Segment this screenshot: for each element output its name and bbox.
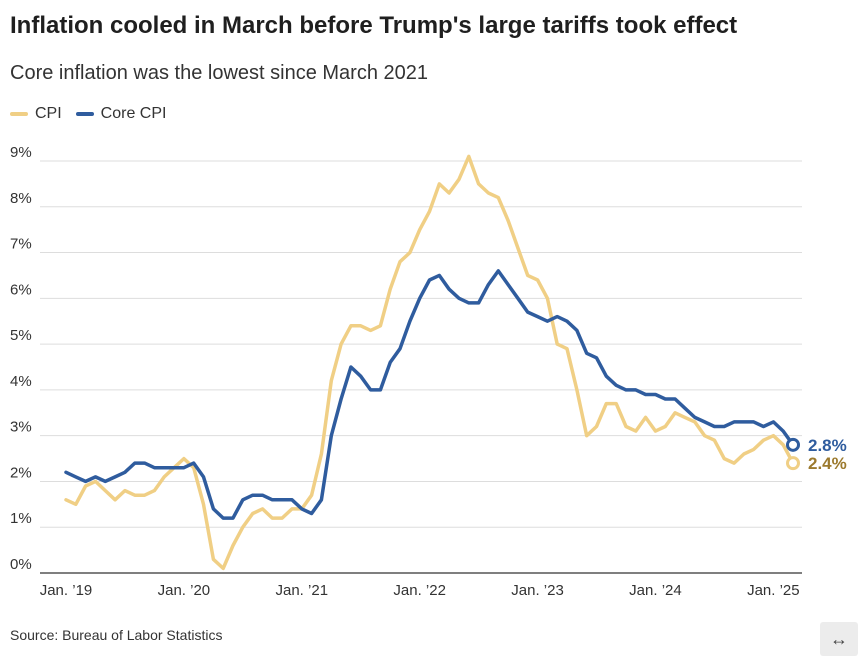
end-label-cpi: 2.4% (808, 454, 847, 473)
legend: CPI Core CPI (10, 105, 180, 123)
series-line-cpi (64, 154, 795, 571)
x-tick-label: Jan. ’21 (276, 582, 329, 599)
legend-swatch-cpi (10, 112, 28, 116)
legend-label-core-cpi: Core CPI (100, 105, 167, 122)
x-tick-label: Jan. ’25 (747, 582, 800, 599)
y-tick-label: 1% (10, 510, 32, 527)
expand-icon[interactable]: ↔ (820, 622, 858, 656)
chart-plot: 0% 1% 2% 3% 4% 5% 6% 7% 8% 9% Jan. ’19 Jan. ’20 Jan.… (10, 144, 847, 599)
end-marker-cpi (786, 456, 800, 471)
x-tick-label: Jan. ’22 (393, 582, 446, 599)
x-tick-label: Jan. ’24 (629, 582, 682, 599)
y-tick-label: 6% (10, 281, 32, 298)
end-marker-core-cpi (786, 437, 800, 452)
y-tick-label: 5% (10, 327, 32, 344)
y-tick-label: 8% (10, 190, 32, 207)
x-tick-label: Jan. ’20 (158, 582, 211, 599)
y-tick-label: 0% (10, 556, 32, 573)
x-tick-label: Jan. ’19 (40, 582, 93, 599)
series-line-core-cpi (64, 269, 795, 520)
legend-item-core-cpi: Core CPI (75, 105, 167, 123)
legend-swatch-core-cpi (75, 112, 94, 116)
legend-item-cpi: CPI (10, 105, 62, 123)
legend-label-cpi: CPI (35, 105, 62, 122)
y-tick-label: 4% (10, 373, 32, 390)
y-tick-label: 3% (10, 419, 32, 436)
chart-title: Inflation cooled in March before Trump's… (10, 12, 738, 39)
chart-subtitle: Core inflation was the lowest since Marc… (10, 62, 428, 84)
end-label-core-cpi: 2.8% (808, 436, 847, 455)
source-note: Source: Bureau of Labor Statistics (10, 627, 223, 643)
y-tick-label: 9% (10, 144, 32, 161)
y-tick-label: 7% (10, 236, 32, 253)
x-tick-label: Jan. ’23 (511, 582, 564, 599)
y-tick-label: 2% (10, 464, 32, 481)
